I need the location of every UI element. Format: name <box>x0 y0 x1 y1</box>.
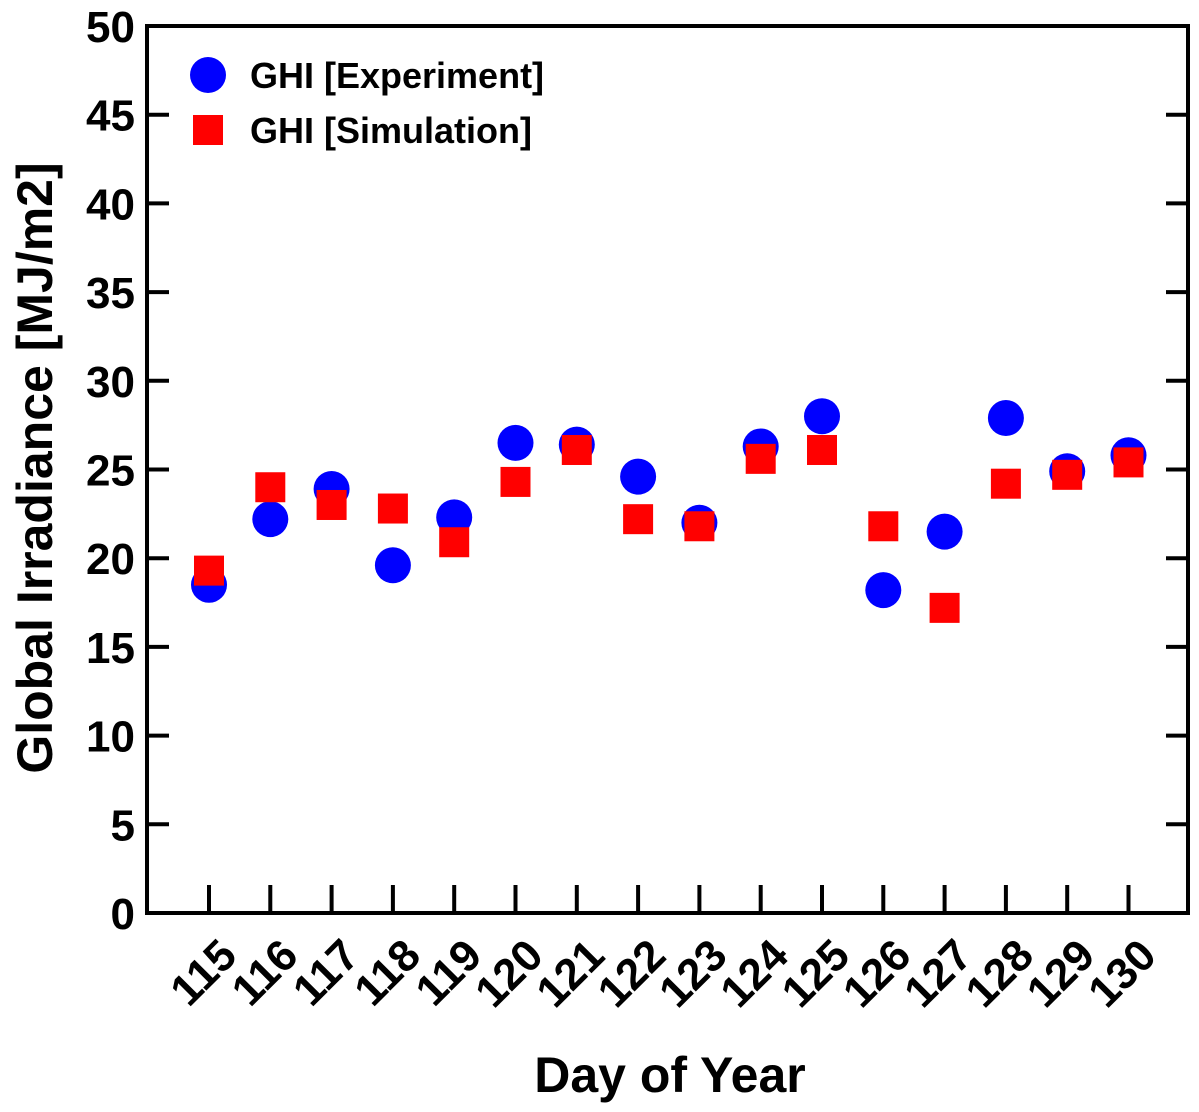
experiment-point <box>804 398 840 435</box>
plot-frame <box>145 24 1190 915</box>
simulation-point <box>316 489 347 520</box>
simulation-point <box>684 511 715 542</box>
simulation-point <box>561 434 592 465</box>
y-tick-label: 5 <box>111 801 135 850</box>
experiment-point <box>620 458 657 495</box>
x-axis-title: Day of Year <box>534 1047 805 1103</box>
legend-marker-experiment <box>190 57 226 93</box>
simulation-point <box>990 468 1021 499</box>
y-tick-label: 45 <box>86 92 135 141</box>
y-tick-label: 15 <box>86 624 135 673</box>
simulation-point <box>623 504 654 535</box>
y-tick-label: 0 <box>111 890 135 939</box>
simulation-point <box>194 555 224 586</box>
simulation-point <box>868 511 899 542</box>
legend-label: GHI [Simulation] <box>250 110 532 151</box>
legend-label: GHI [Experiment] <box>250 55 544 96</box>
y-tick-label: 20 <box>86 535 135 584</box>
experiment-point <box>865 572 902 609</box>
experiment-point <box>374 547 411 584</box>
simulation-point <box>1113 447 1144 478</box>
legend-marker-simulation <box>193 115 223 145</box>
y-tick-label: 50 <box>86 3 135 52</box>
y-tick-label: 40 <box>86 180 135 229</box>
simulation-point <box>255 472 286 503</box>
experiment-point <box>497 424 534 461</box>
simulation-point <box>929 592 960 623</box>
simulation-point <box>377 493 408 524</box>
experiment-point <box>987 400 1024 437</box>
simulation-point <box>745 443 776 474</box>
simulation-point <box>807 434 837 465</box>
experiment-point <box>436 499 473 536</box>
y-tick-label: 30 <box>86 358 135 407</box>
y-axis-title: Global Irradiance [MJ/m2] <box>7 162 63 773</box>
x-tick-label: 130 <box>1079 930 1166 1017</box>
experiment-point <box>926 513 963 550</box>
experiment-point <box>252 501 289 538</box>
y-tick-label: 25 <box>86 447 135 496</box>
simulation-point <box>439 527 470 558</box>
y-tick-label: 35 <box>86 269 135 318</box>
y-tick-label: 10 <box>86 713 135 762</box>
simulation-point <box>1052 459 1083 490</box>
simulation-point <box>500 466 531 497</box>
